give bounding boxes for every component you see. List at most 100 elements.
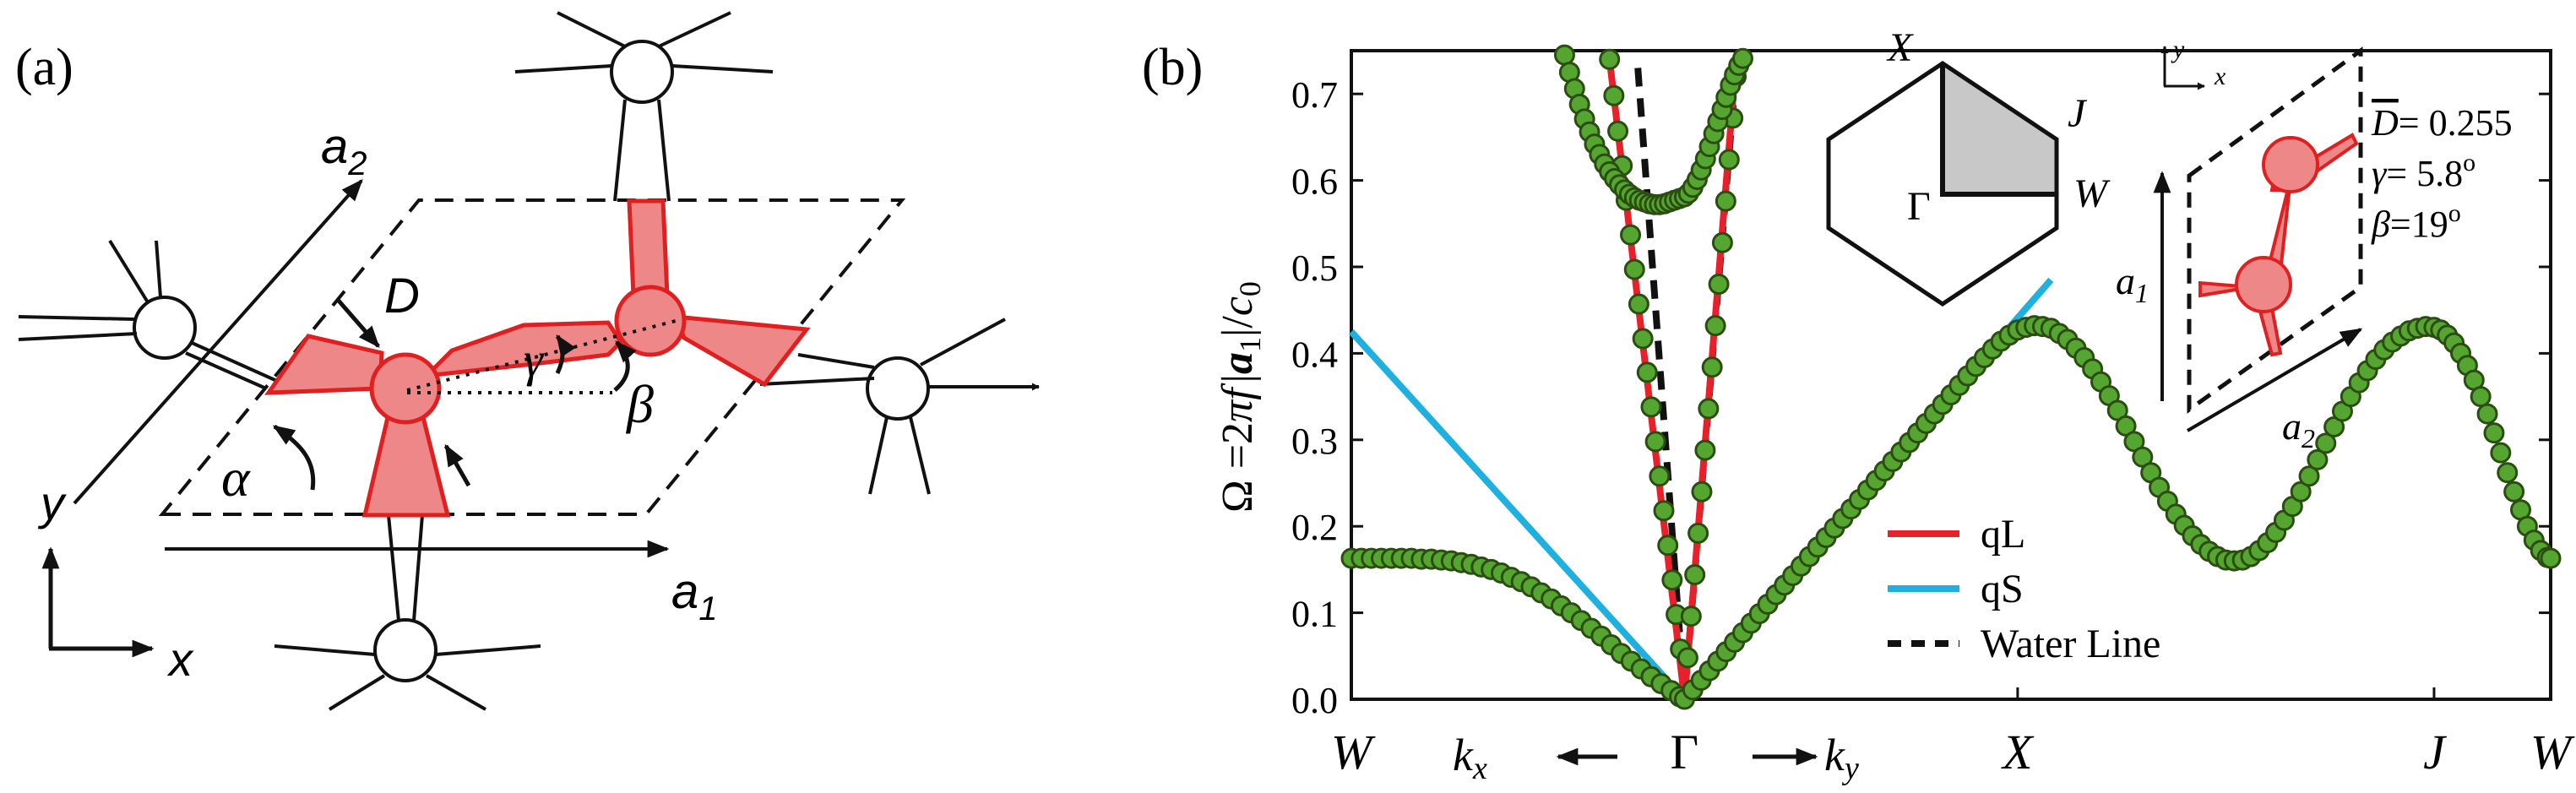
x-tick-label: W xyxy=(1331,725,1376,779)
beta-label: β xyxy=(625,374,654,434)
panel-b-label: (b) xyxy=(1142,39,1203,96)
panel-a-label: (a) xyxy=(15,39,73,96)
data-point-longitudinal-band xyxy=(1599,48,1621,70)
beam-right xyxy=(672,314,811,388)
y-tick-label: 0.1 xyxy=(1291,594,1338,635)
data-point-longitudinal-band xyxy=(1657,535,1679,557)
data-point-longitudinal-band xyxy=(1677,647,1698,669)
bz-irreducible-wedge xyxy=(1943,63,2057,194)
data-point-longitudinal-band xyxy=(1628,293,1649,315)
y-tick-label: 0.3 xyxy=(1291,421,1338,462)
neighbor-unit-bottom xyxy=(274,514,541,711)
a1-label: a1 xyxy=(671,564,718,627)
data-point-longitudinal-band xyxy=(1607,120,1629,142)
gamma-arc xyxy=(555,334,576,375)
bz-point-w: W xyxy=(2073,171,2111,216)
data-point-transverse-band xyxy=(2490,442,2512,464)
data-point-longitudinal-band xyxy=(1620,224,1642,246)
y-axis-title: Ω =2πf|a1|/c0 xyxy=(1214,281,1267,513)
unit-circle-2 xyxy=(614,285,687,357)
param-gamma: γ= 5.8o xyxy=(2372,149,2475,194)
data-point-longitudinal-band xyxy=(1711,231,1733,253)
x-tick-label: J xyxy=(2423,725,2448,779)
bz-point-gamma: Γ xyxy=(1907,184,1931,229)
brillouin-zone-inset: X J Γ W xyxy=(1826,25,2111,307)
width-label: D xyxy=(384,269,420,323)
inset-a2-arrow xyxy=(2186,328,2363,432)
bz-path xyxy=(1940,63,2057,197)
data-point-longitudinal-band xyxy=(1649,465,1671,487)
inset-cell-outline xyxy=(2187,46,2363,414)
panel-a: (a) a2 a1 xyxy=(15,11,1040,711)
y-tick-label: 0.2 xyxy=(1291,507,1338,548)
data-point-longitudinal-band xyxy=(1684,564,1706,586)
inset-axis-x-label: x xyxy=(2214,62,2226,90)
data-point-longitudinal-band xyxy=(1701,356,1723,378)
inset-parameters: D= 0.255 γ= 5.8o β=19o xyxy=(2371,102,2513,245)
data-point-longitudinal-band xyxy=(1661,569,1683,591)
legend-label-water-line: Water Line xyxy=(1981,622,2160,666)
a2-vector xyxy=(73,179,363,505)
y-tick-label: 0.6 xyxy=(1291,161,1338,203)
data-point-transverse-band xyxy=(2315,432,2337,454)
neighbor-unit-left xyxy=(18,239,280,390)
data-point-longitudinal-band xyxy=(1694,439,1716,461)
x-tick-label: W xyxy=(2530,725,2575,779)
alpha-label: α xyxy=(221,448,251,508)
data-point-upper-band xyxy=(1553,44,1575,66)
data-point-longitudinal-band xyxy=(1603,84,1625,106)
inset-a2-label: a2 xyxy=(2282,405,2315,454)
data-point-longitudinal-band xyxy=(1680,606,1702,627)
ky-label: ky xyxy=(1824,730,1859,786)
bz-point-x: X xyxy=(1886,25,1914,70)
data-point-longitudinal-band xyxy=(1644,431,1666,453)
axis-x-label: x xyxy=(166,633,194,686)
data-point-transverse-band xyxy=(2483,422,2505,444)
neighbor-unit-top xyxy=(514,11,774,202)
legend-label-ql: qL xyxy=(1981,512,2025,557)
legend: qL qS Water Line xyxy=(1888,512,2160,666)
inset-unit xyxy=(2198,133,2359,357)
inset-axis-y-label: y xyxy=(2171,35,2185,63)
highlighted-unit xyxy=(264,198,811,518)
data-point-transverse-band xyxy=(2470,386,2492,408)
beam-bottom xyxy=(361,411,451,518)
panel-b: (b) Ω =2πf|a1|/c0 0.0 0.1 0.2 0.3 0.4 0.5 0.6 0… xyxy=(1142,25,2575,786)
data-point-upper-band xyxy=(1731,47,1753,69)
data-point-longitudinal-band xyxy=(1715,190,1736,212)
alpha-arc xyxy=(272,424,316,491)
data-point-longitudinal-band xyxy=(1708,273,1730,295)
x-tick-label: X xyxy=(2001,725,2035,779)
data-point-transverse-band xyxy=(2497,462,2519,484)
y-tick-label: 0.0 xyxy=(1291,680,1338,721)
d-arrow-top xyxy=(336,298,380,348)
beam-top xyxy=(627,198,670,298)
gamma-label: γ xyxy=(524,332,545,387)
data-point-transverse-band xyxy=(2540,547,2562,569)
y-tick-label: 0.4 xyxy=(1291,334,1338,375)
bz-hexagon xyxy=(1826,60,2059,307)
data-point-transverse-band xyxy=(2298,465,2320,487)
data-point-longitudinal-band xyxy=(1636,361,1658,383)
data-point-transverse-band xyxy=(2503,481,2525,502)
unit-cell-inset: y x a1 a2 D= 0.255 xyxy=(2116,35,2513,454)
data-point-longitudinal-band xyxy=(1691,481,1713,502)
inset-a1-label: a1 xyxy=(2116,259,2149,308)
y-tick-label: 0.7 xyxy=(1291,74,1338,116)
data-point-longitudinal-band xyxy=(1687,522,1709,544)
bz-point-j: J xyxy=(2068,91,2088,136)
data-point-longitudinal-band xyxy=(1632,328,1654,350)
data-point-longitudinal-band xyxy=(1623,258,1645,280)
series-line-qs xyxy=(1349,329,1687,702)
k-direction-arrows: kx ky xyxy=(1453,730,1859,786)
data-point-longitudinal-band xyxy=(1704,315,1726,337)
neighbor-unit-right xyxy=(759,318,1040,495)
a2-label: a2 xyxy=(321,119,367,182)
unit-circle-1 xyxy=(369,352,442,425)
kx-label: kx xyxy=(1453,730,1487,786)
series-line-water-line xyxy=(1634,68,1688,700)
axis-y-label: y xyxy=(37,476,67,530)
data-point-longitudinal-band xyxy=(1640,396,1662,418)
param-beta: β=19o xyxy=(2371,199,2461,245)
